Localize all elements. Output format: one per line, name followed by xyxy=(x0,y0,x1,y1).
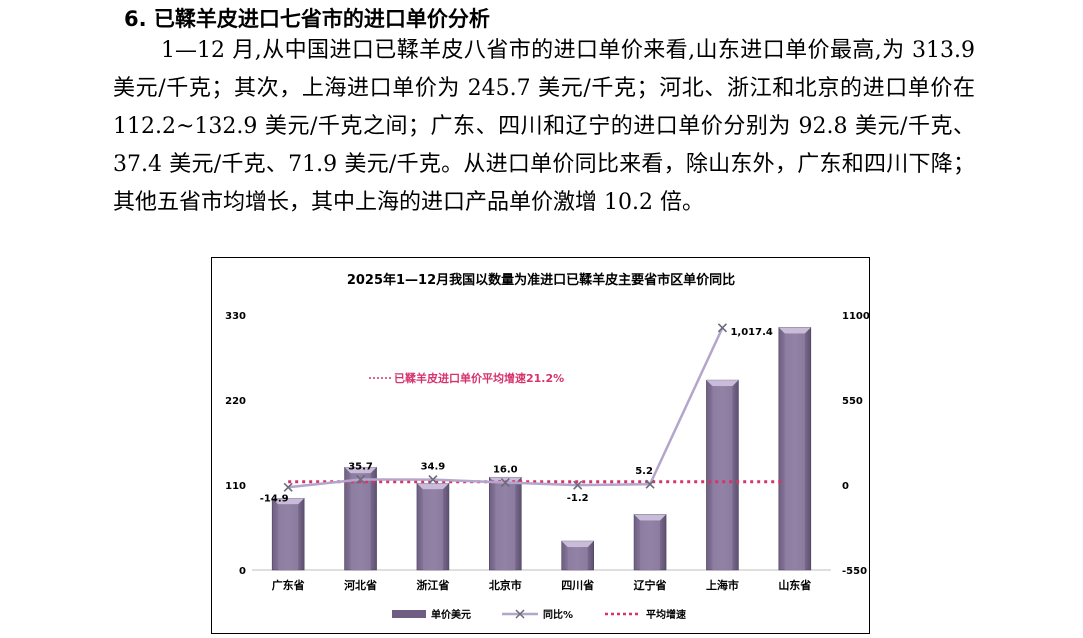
bar-top-bevel xyxy=(416,483,449,490)
right-axis-tick-label: 550 xyxy=(842,396,863,407)
chart-svg: 2025年1—12月我国以数量为准进口已鞣羊皮主要省市区单价同比 0 110 220 3… xyxy=(225,272,870,621)
yoy-data-label: -14.9 xyxy=(260,493,289,504)
bar-face xyxy=(567,547,588,570)
bar-top-bevel xyxy=(778,327,811,334)
yoy-data-label: 16.0 xyxy=(493,465,518,476)
bar-top-bevel xyxy=(634,514,667,521)
chart-title: 2025年1—12月我国以数量为准进口已鞣羊皮主要省市区单价同比 xyxy=(347,272,735,288)
legend-bar-label: 单价美元 xyxy=(431,608,471,621)
legend-line-marker xyxy=(515,609,525,619)
category-label: 广东省 xyxy=(272,578,305,592)
bar-face xyxy=(640,520,661,570)
left-axis-tick-label: 220 xyxy=(225,396,246,407)
category-label: 上海市 xyxy=(706,578,739,592)
left-axis-tick-label: 0 xyxy=(239,566,246,577)
yoy-point-marker xyxy=(355,474,366,485)
category-label: 山东省 xyxy=(778,578,811,592)
category-label: 浙江省 xyxy=(416,578,449,592)
yoy-data-label: 1,017.4 xyxy=(730,327,772,338)
average-growth-annotation: 已鞣羊皮进口单价平均增速21.2% xyxy=(394,371,564,385)
left-axis-tick-label: 110 xyxy=(225,481,246,492)
yoy-point-marker xyxy=(645,479,655,489)
yoy-data-label: 35.7 xyxy=(348,461,373,472)
bar-top-bevel xyxy=(706,380,739,387)
section-heading: 6. 已鞣羊皮进口七省市的进口单价分析 xyxy=(124,7,490,31)
bar-top-bevel xyxy=(272,498,305,505)
yoy-data-label: 34.9 xyxy=(421,462,446,473)
yoy-point-marker xyxy=(500,477,510,488)
yoy-point-marker xyxy=(573,480,583,490)
category-label: 北京市 xyxy=(489,578,522,592)
yoy-data-label: -1.2 xyxy=(567,493,589,504)
category-label: 辽宁省 xyxy=(634,578,667,592)
right-axis-tick-label: 1100 xyxy=(842,311,870,322)
left-axis-tick-label: 330 xyxy=(225,311,246,322)
legend-bar-swatch xyxy=(392,610,426,618)
right-axis-tick-label: -550 xyxy=(842,566,867,577)
bar-top-bevel xyxy=(561,541,594,548)
category-label: 四川省 xyxy=(561,578,594,592)
yoy-point-marker xyxy=(717,323,728,333)
bar-face xyxy=(278,504,299,570)
yoy-point-marker xyxy=(428,475,438,485)
body-paragraph: 1—12 月,从中国进口已鞣羊皮八省市的进口单价来看,山东进口单价最高,为 31… xyxy=(113,38,975,215)
chart-container: 2025年1—12月我国以数量为准进口已鞣羊皮主要省市区单价同比 0 110 220 3… xyxy=(211,257,870,634)
bar-top-bevel xyxy=(344,467,377,474)
yoy-data-label: 5.2 xyxy=(635,466,653,477)
category-label: 河北省 xyxy=(344,578,377,592)
bar-face xyxy=(495,483,516,570)
legend-line-label: 同比% xyxy=(543,608,573,621)
bar-face xyxy=(784,333,805,570)
bar-face xyxy=(422,489,443,570)
legend-ref-label: 平均增速 xyxy=(646,608,686,621)
yoy-point-marker xyxy=(283,482,293,492)
bar-face xyxy=(712,386,733,570)
right-axis-tick-label: 0 xyxy=(842,481,849,492)
bar-face xyxy=(350,473,371,570)
